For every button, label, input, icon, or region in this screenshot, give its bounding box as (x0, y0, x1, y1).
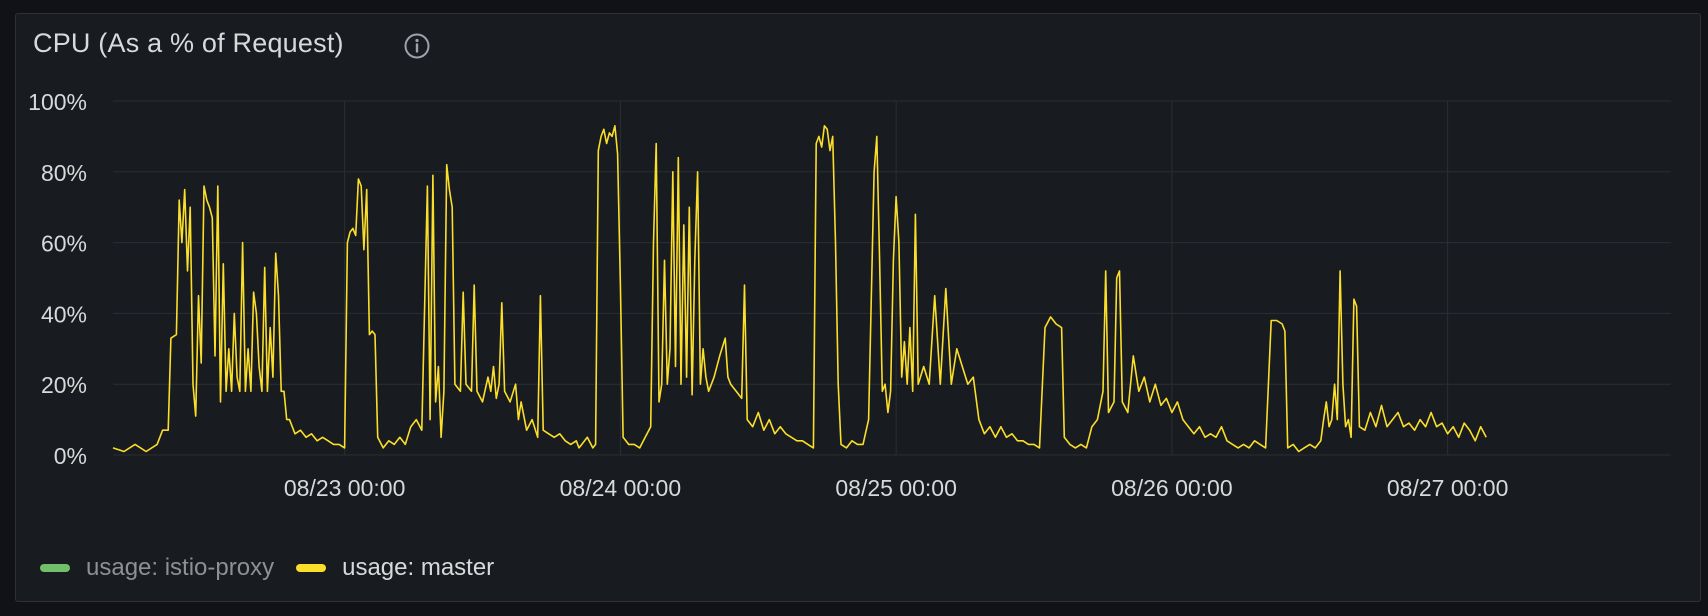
x-tick-label: 08/24 00:00 (560, 475, 682, 501)
legend-label-istio-proxy: usage: istio-proxy (86, 554, 275, 581)
x-tick-label: 08/27 00:00 (1387, 475, 1509, 501)
y-tick-label: 100% (28, 89, 87, 115)
info-circle-icon[interactable] (403, 32, 431, 60)
y-tick-label: 60% (41, 231, 87, 257)
cpu-usage-chart: 0% 20% 40% 60% 80% 100% 08/23 00:00 08/24 00:00… (28, 89, 1671, 501)
series-line-master (112, 125, 1487, 453)
legend-swatch-istio-proxy (40, 564, 70, 572)
y-tick-label: 80% (41, 160, 87, 186)
chart-panel: CPU (As a % of Request) 0% 20% 40% 60% 80% 10… (15, 13, 1701, 602)
y-tick-label: 0% (54, 443, 87, 469)
panel-title: CPU (As a % of Request) (33, 28, 344, 58)
legend-swatch-master (296, 564, 327, 572)
legend-label-master: usage: master (342, 554, 495, 581)
y-tick-label: 20% (41, 372, 87, 398)
x-tick-label: 08/25 00:00 (835, 475, 957, 501)
y-tick-label: 40% (41, 301, 87, 327)
legend-item-istio-proxy[interactable]: usage: istio-proxy (40, 554, 274, 582)
legend: usage: istio-proxy usage: master (40, 554, 516, 582)
x-tick-label: 08/26 00:00 (1111, 475, 1233, 501)
x-tick-label: 08/23 00:00 (284, 475, 406, 501)
legend-item-master[interactable]: usage: master (296, 554, 494, 582)
